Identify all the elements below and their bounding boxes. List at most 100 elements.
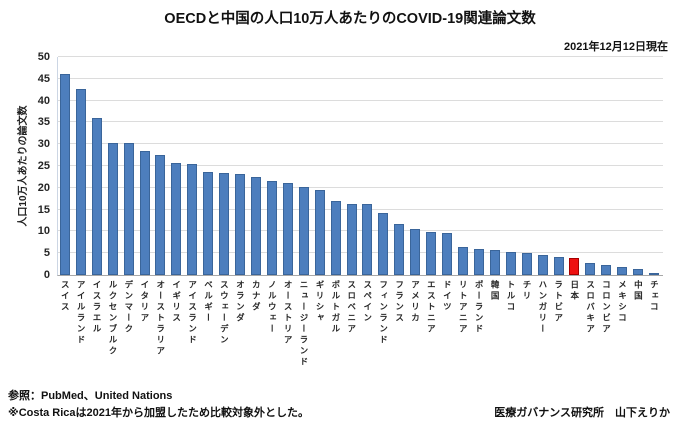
x-label-column: オーストラリア: [153, 280, 169, 357]
x-axis-label: ポーランド: [474, 280, 485, 335]
x-label-column: ルクセンブルク: [105, 280, 121, 357]
bar-column: [312, 57, 328, 275]
bar-column: [360, 57, 376, 275]
bar-column: [519, 57, 535, 275]
bar-中国: [633, 269, 644, 275]
x-label-column: スイス: [57, 280, 73, 313]
bar-アメリカ: [410, 229, 421, 275]
x-axis-label: オーストリア: [283, 280, 294, 346]
x-axis-label: スイス: [60, 280, 71, 313]
y-tick-label: 15: [37, 203, 50, 216]
bar-ニュージーランド: [298, 186, 309, 275]
bar-スロバキア: [585, 263, 596, 275]
bar-column: [57, 57, 73, 275]
gridline: [58, 143, 663, 145]
bar-column: [439, 57, 455, 275]
bar-column: [200, 57, 216, 275]
x-label-column: ギリシャ: [312, 280, 328, 324]
x-axis-label: ルクセンブルク: [107, 280, 118, 357]
x-label-column: オーストリア: [280, 280, 296, 346]
x-label-column: リトアニア: [455, 280, 471, 335]
x-axis-label: メキシコ: [617, 280, 628, 324]
gridline: [58, 165, 663, 166]
gridline: [58, 77, 663, 79]
bar-column: [471, 57, 487, 275]
bar-コロンビア: [601, 265, 612, 275]
x-label-column: チリ: [519, 280, 535, 302]
bar-column: [280, 57, 296, 275]
plot-area: [57, 56, 663, 276]
x-label-column: スウェーデン: [216, 280, 232, 346]
x-label-column: デンマーク: [121, 280, 137, 335]
bar-series: [57, 57, 662, 275]
bar-column: [423, 57, 439, 275]
bar-トルコ: [505, 252, 516, 275]
x-label-column: ドイツ: [439, 280, 455, 313]
x-axis-label: スペイン: [362, 280, 373, 324]
bar-column: [344, 57, 360, 275]
y-tick-label: 50: [37, 51, 50, 63]
bar-スロベニア: [346, 203, 357, 275]
bar-column: [391, 57, 407, 275]
bar-column: [248, 57, 264, 275]
y-tick-label: 30: [37, 138, 50, 151]
x-axis-label: イスラエル: [92, 280, 103, 335]
y-tick-label: 10: [37, 225, 50, 238]
bar-column: [535, 57, 551, 275]
x-axis-label: イタリア: [139, 280, 150, 324]
bar-スウェーデン: [219, 173, 230, 275]
bar-column: [105, 57, 121, 275]
x-axis-label: スウェーデン: [219, 280, 230, 346]
x-axis-labels: スイス アイルランド イスラエル ルクセンブルク デンマーク イタリア オーストラリア イギリ…: [57, 280, 662, 386]
x-label-column: イギリス: [168, 280, 184, 324]
x-axis-label: ニュージーランド: [299, 280, 310, 368]
bar-column: [582, 57, 598, 275]
x-label-column: フィンランド: [375, 280, 391, 346]
x-axis-label: フィンランド: [378, 280, 389, 346]
bar-日本: [569, 258, 580, 275]
bar-column: [264, 57, 280, 275]
bar-ノルウェー: [266, 180, 277, 275]
bar-column: [614, 57, 630, 275]
source-note: 参照：PubMed、United Nations: [8, 390, 173, 402]
x-axis-label: ポルトガル: [330, 280, 341, 335]
bar-チェコ: [649, 273, 660, 275]
bar-column: [232, 57, 248, 275]
gridline: [58, 121, 663, 123]
bar-ラトビア: [553, 256, 564, 275]
x-label-column: オランダ: [232, 280, 248, 324]
x-axis-label: アイルランド: [76, 280, 87, 346]
x-label-column: イスラエル: [89, 280, 105, 335]
x-label-column: 日本: [567, 280, 583, 302]
y-tick-label: 25: [37, 160, 50, 172]
x-axis-label: スロベニア: [346, 280, 357, 335]
bar-ドイツ: [442, 232, 453, 275]
x-axis-label: 日本: [569, 280, 580, 302]
date-note: 2021年12月12日現在: [564, 41, 668, 53]
x-label-column: ラトビア: [551, 280, 567, 324]
bar-アイルランド: [75, 88, 86, 275]
x-label-column: 中国: [630, 280, 646, 302]
bar-スペイン: [362, 204, 373, 275]
x-label-column: ベルギー: [200, 280, 216, 324]
x-axis-label: デンマーク: [123, 280, 134, 335]
bar-column: [455, 57, 471, 275]
bar-column: [567, 57, 583, 275]
bar-column: [168, 57, 184, 275]
x-label-column: チェコ: [646, 280, 662, 313]
x-axis-label: フランス: [394, 280, 405, 324]
bar-column: [216, 57, 232, 275]
x-label-column: 韓国: [487, 280, 503, 302]
bar-column: [121, 57, 137, 275]
y-tick-label: 20: [37, 181, 50, 194]
x-label-column: イタリア: [137, 280, 153, 324]
bar-ポルトガル: [330, 201, 341, 275]
bar-column: [375, 57, 391, 275]
x-axis-label: 中国: [633, 280, 644, 302]
bar-フィンランド: [378, 212, 389, 275]
y-tick-label: 35: [37, 116, 50, 129]
bar-韓国: [489, 250, 500, 275]
bar-アイスランド: [187, 164, 198, 275]
x-label-column: ポルトガル: [328, 280, 344, 335]
